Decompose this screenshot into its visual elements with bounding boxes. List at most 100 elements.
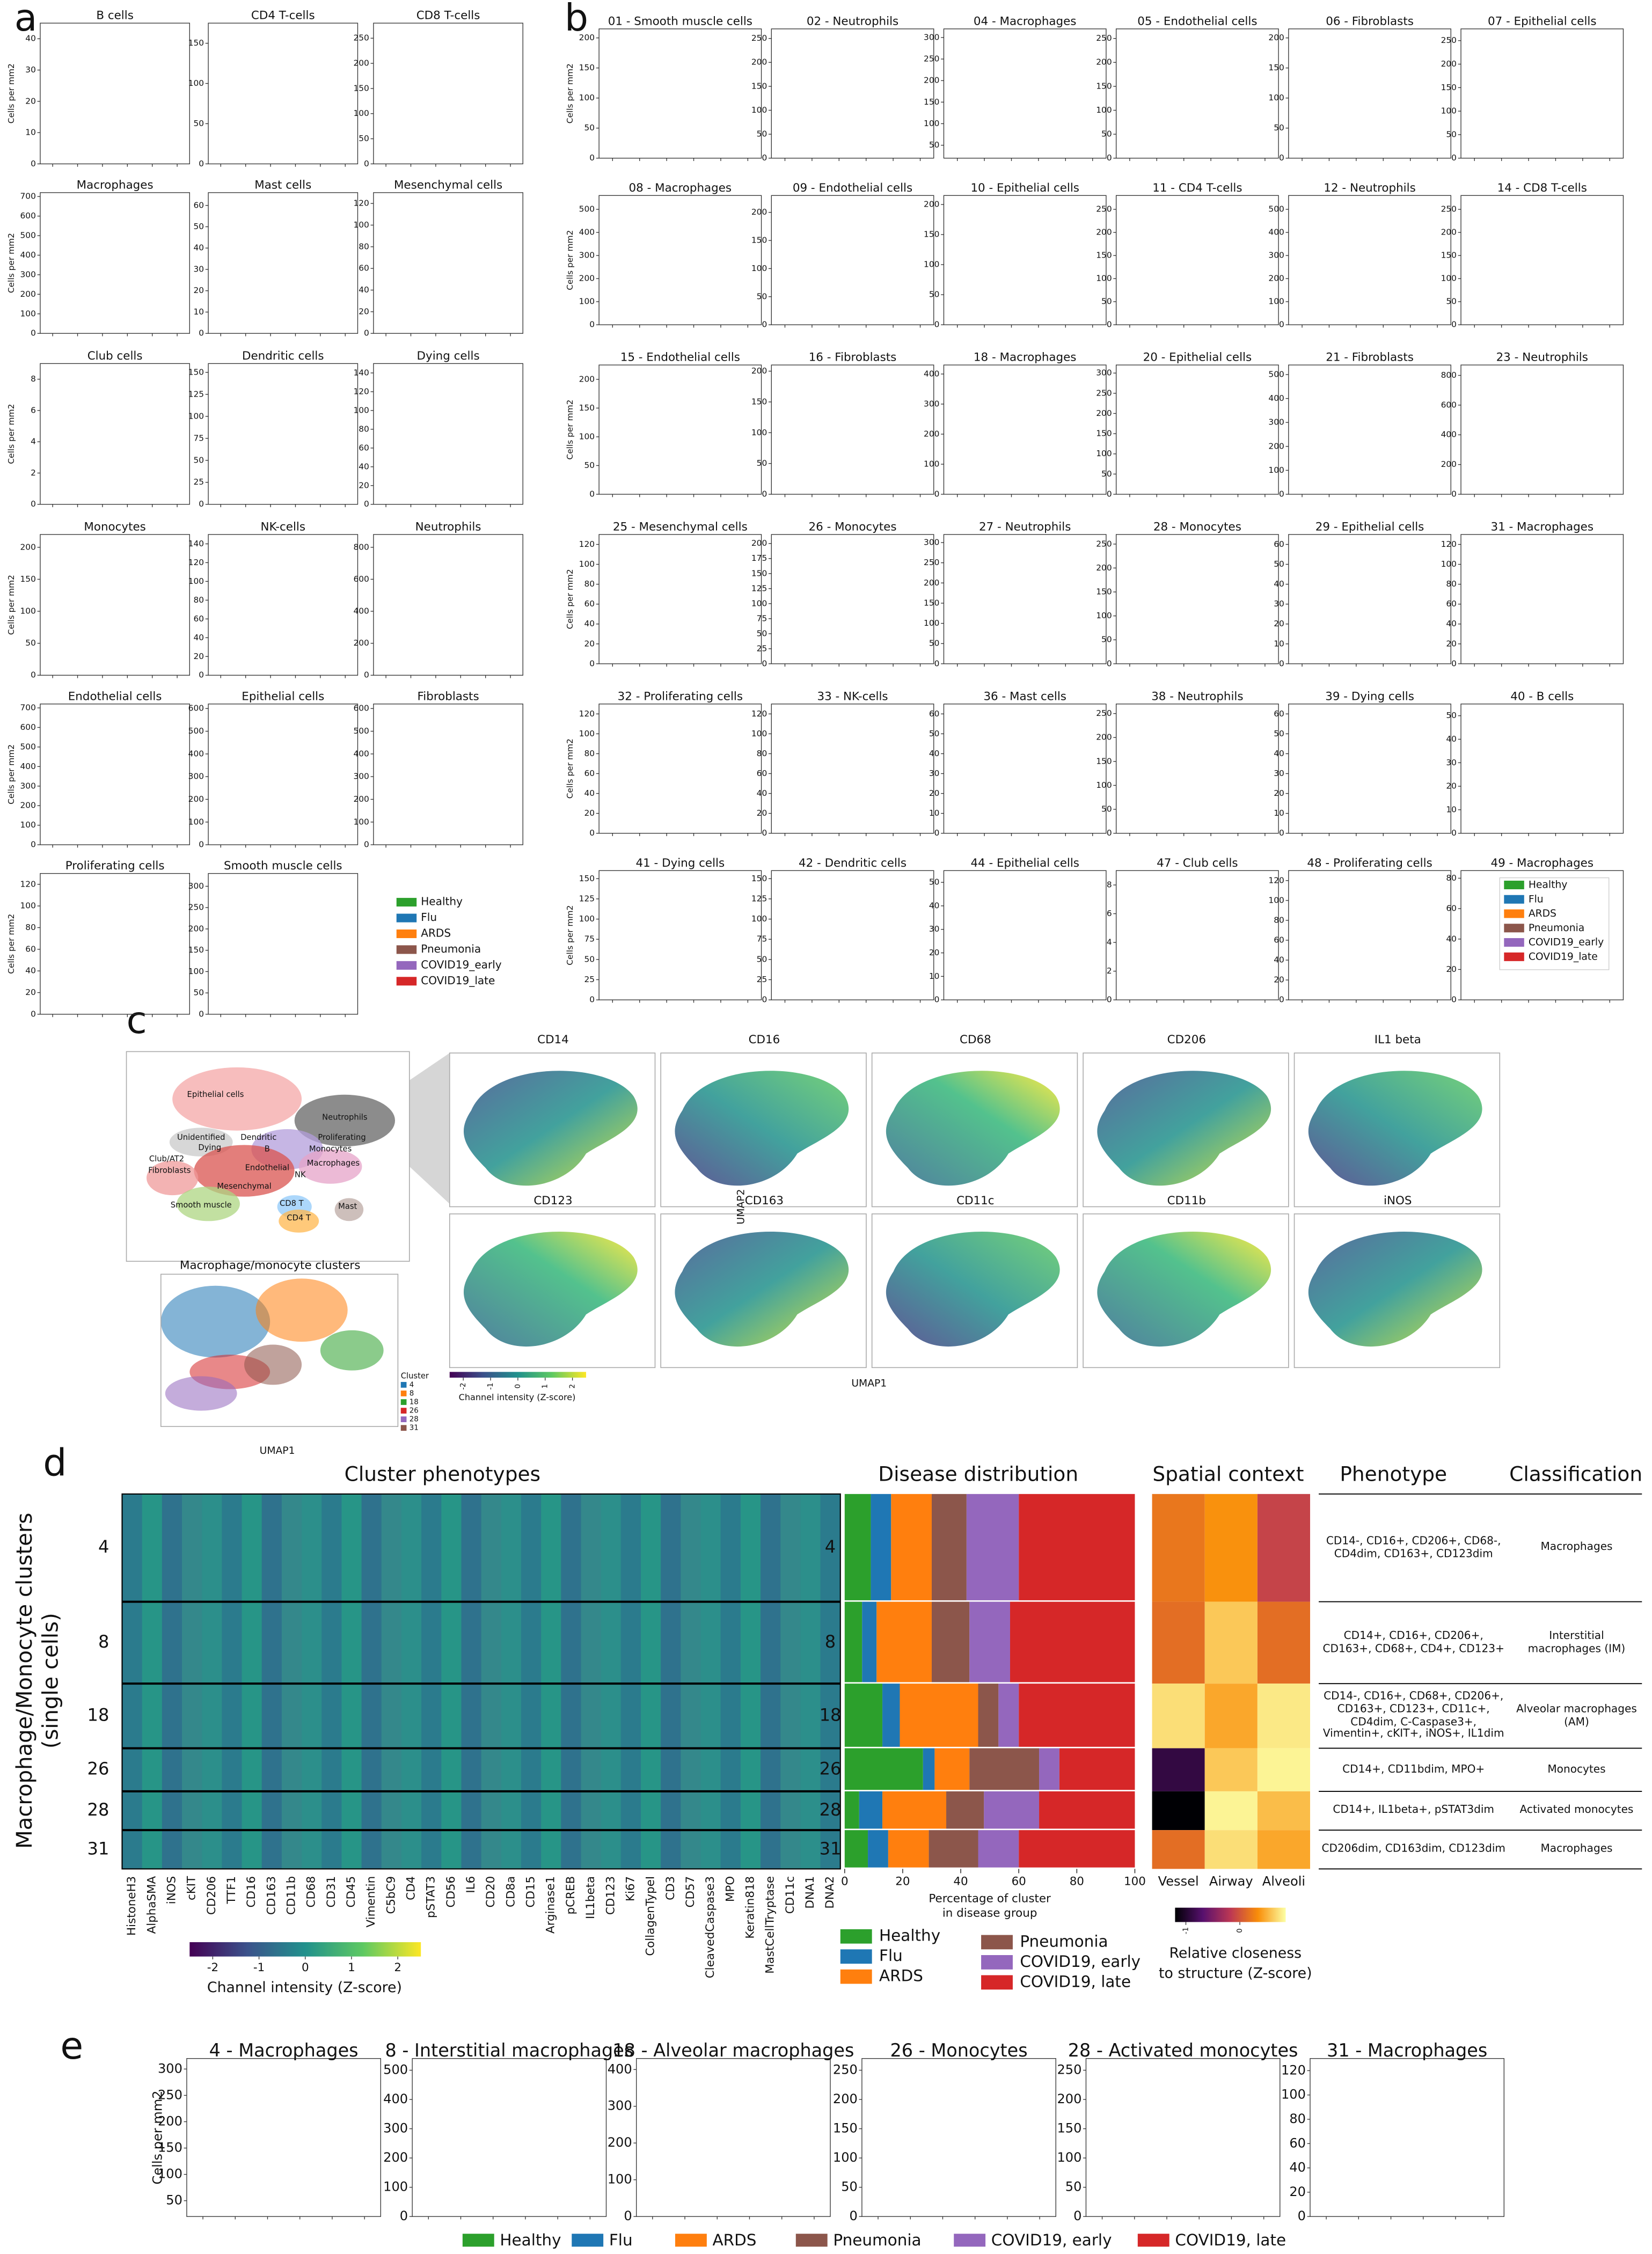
y-tick-label: 50 <box>166 2193 182 2208</box>
phenotype-box: CD14+, CD11bdim, MPO+ <box>1342 1762 1485 1775</box>
y-tick-label: 8 <box>1107 880 1112 890</box>
y-tick-label: 0 <box>934 658 940 668</box>
y-tick-label: 100 <box>1268 93 1284 103</box>
y-tick-label: 125 <box>188 389 204 399</box>
y-tick-label: 200 <box>833 2091 858 2106</box>
plot-frame <box>771 870 934 1000</box>
y-tick-label: 100 <box>579 559 595 569</box>
plot-frame <box>373 704 523 845</box>
y-tick-label: 0 <box>589 489 595 499</box>
y-tick-label: 0 <box>364 840 369 850</box>
y-tick-label: 200 <box>20 542 36 552</box>
y-tick-label: 300 <box>353 772 369 781</box>
spatial-cell <box>1257 1601 1310 1684</box>
colorbar <box>189 1942 421 1957</box>
y-tick-label: 20 <box>1446 964 1457 974</box>
legend-swatch <box>981 1975 1013 1990</box>
heatmap-column <box>401 1494 422 1869</box>
y-tick-label: 20 <box>929 788 940 798</box>
y-tick-label: 150 <box>579 874 595 883</box>
y-tick-label: 200 <box>383 2150 408 2165</box>
marker-label: Keratin818 <box>743 1876 757 1939</box>
bar-segment <box>984 1791 1040 1829</box>
bar-segment <box>1039 1748 1059 1790</box>
cluster-label: Monocytes <box>309 1144 352 1153</box>
heatmap-column <box>561 1494 581 1869</box>
heatmap-column <box>820 1494 840 1869</box>
y-tick-label: 0 <box>589 320 595 330</box>
y-tick-label: 140 <box>353 368 369 377</box>
y-tick-label: 50 <box>25 638 36 648</box>
bar-segment <box>1039 1791 1135 1829</box>
y-tick-label: 150 <box>924 230 939 239</box>
cluster-label: 4 <box>825 1536 836 1557</box>
y-tick-label: 6 <box>31 405 36 415</box>
y-tick-label: 0 <box>1073 2208 1081 2223</box>
y-tick-label: 20 <box>757 808 767 818</box>
legend-swatch <box>1504 909 1524 918</box>
y-tick-label: 100 <box>751 729 767 738</box>
y-axis-label: Macrophage/Monocyte clusters <box>12 1513 37 1849</box>
y-tick-label: 25 <box>193 477 204 487</box>
bar-segment <box>923 1748 935 1790</box>
y-tick-label: 100 <box>751 428 767 437</box>
plot-title: Mesenchymal cells <box>394 179 502 192</box>
marker-umap <box>1308 1071 1482 1186</box>
umap-blob <box>279 1209 319 1233</box>
marker-label: DNA2 <box>823 1876 837 1909</box>
marker-label: CD31 <box>325 1876 338 1908</box>
y-tick-label: 20 <box>193 286 204 295</box>
heatmap-column <box>581 1494 601 1869</box>
y-tick-label: 100 <box>579 729 595 738</box>
y-tick-label: 100 <box>1096 611 1112 620</box>
phenotype: CD14+, CD11bdim, MPO+ <box>1342 1762 1485 1775</box>
y-tick-label: 10 <box>929 971 940 981</box>
bar-segment <box>871 1494 891 1600</box>
y-tick-label: 50 <box>757 291 767 301</box>
plot-frame <box>598 195 762 325</box>
y-tick-label: 150 <box>924 598 939 608</box>
legend-label: Flu <box>879 1946 903 1965</box>
bar-segment <box>946 1791 984 1829</box>
classification: Activated monocytes <box>1519 1803 1634 1816</box>
plot-title: 26 - Monocytes <box>890 2040 1028 2061</box>
y-tick-label: 0 <box>364 328 369 338</box>
heatmap-column <box>122 1494 142 1869</box>
y-tick-label: 200 <box>579 374 595 384</box>
colorbar-tick-label: -1 <box>1182 1927 1190 1934</box>
spatial-cell <box>1257 1494 1310 1602</box>
heatmap-column <box>720 1494 741 1869</box>
bar-segment <box>966 1494 1019 1600</box>
x-tick-label: 20 <box>895 1875 910 1889</box>
plot-frame <box>1288 195 1451 325</box>
y-tick-label: 200 <box>751 57 767 67</box>
y-tick-label: 0 <box>589 995 595 1005</box>
y-tick-label: 60 <box>1274 709 1284 719</box>
plot-title: 36 - Mast cells <box>983 690 1066 703</box>
legend-label: ARDS <box>1529 908 1556 919</box>
y-tick-label: 100 <box>1268 895 1284 905</box>
y-tick-label: 250 <box>188 903 204 912</box>
plot-title: 27 - Neutrophils <box>979 521 1071 534</box>
plot-frame <box>943 28 1107 159</box>
y-tick-label: 100 <box>188 411 204 421</box>
plot-title: 44 - Epithelial cells <box>970 857 1079 870</box>
y-tick-label: 150 <box>751 874 767 883</box>
plot-frame <box>1460 364 1624 495</box>
y-tick-label: 40 <box>1274 579 1284 589</box>
y-tick-label: 150 <box>1096 756 1112 766</box>
marker-label: HistoneH3 <box>125 1876 138 1936</box>
plot-title: 32 - Proliferating cells <box>618 690 743 703</box>
heatmap-column <box>681 1494 701 1869</box>
legend-label: 31 <box>410 1424 419 1432</box>
y-tick-label: 0 <box>1451 489 1457 499</box>
y-tick-label: 400 <box>1268 228 1284 237</box>
y-tick-label: 40 <box>929 749 940 758</box>
y-tick-label: 0 <box>1279 658 1284 668</box>
y-tick-label: 40 <box>584 619 595 628</box>
legend-swatch <box>396 961 417 970</box>
y-tick-label: 300 <box>1268 418 1284 427</box>
umap-frame <box>160 1274 399 1427</box>
y-tick-label: 0 <box>1298 2208 1306 2223</box>
cluster-label: CD8 T <box>280 1199 304 1208</box>
